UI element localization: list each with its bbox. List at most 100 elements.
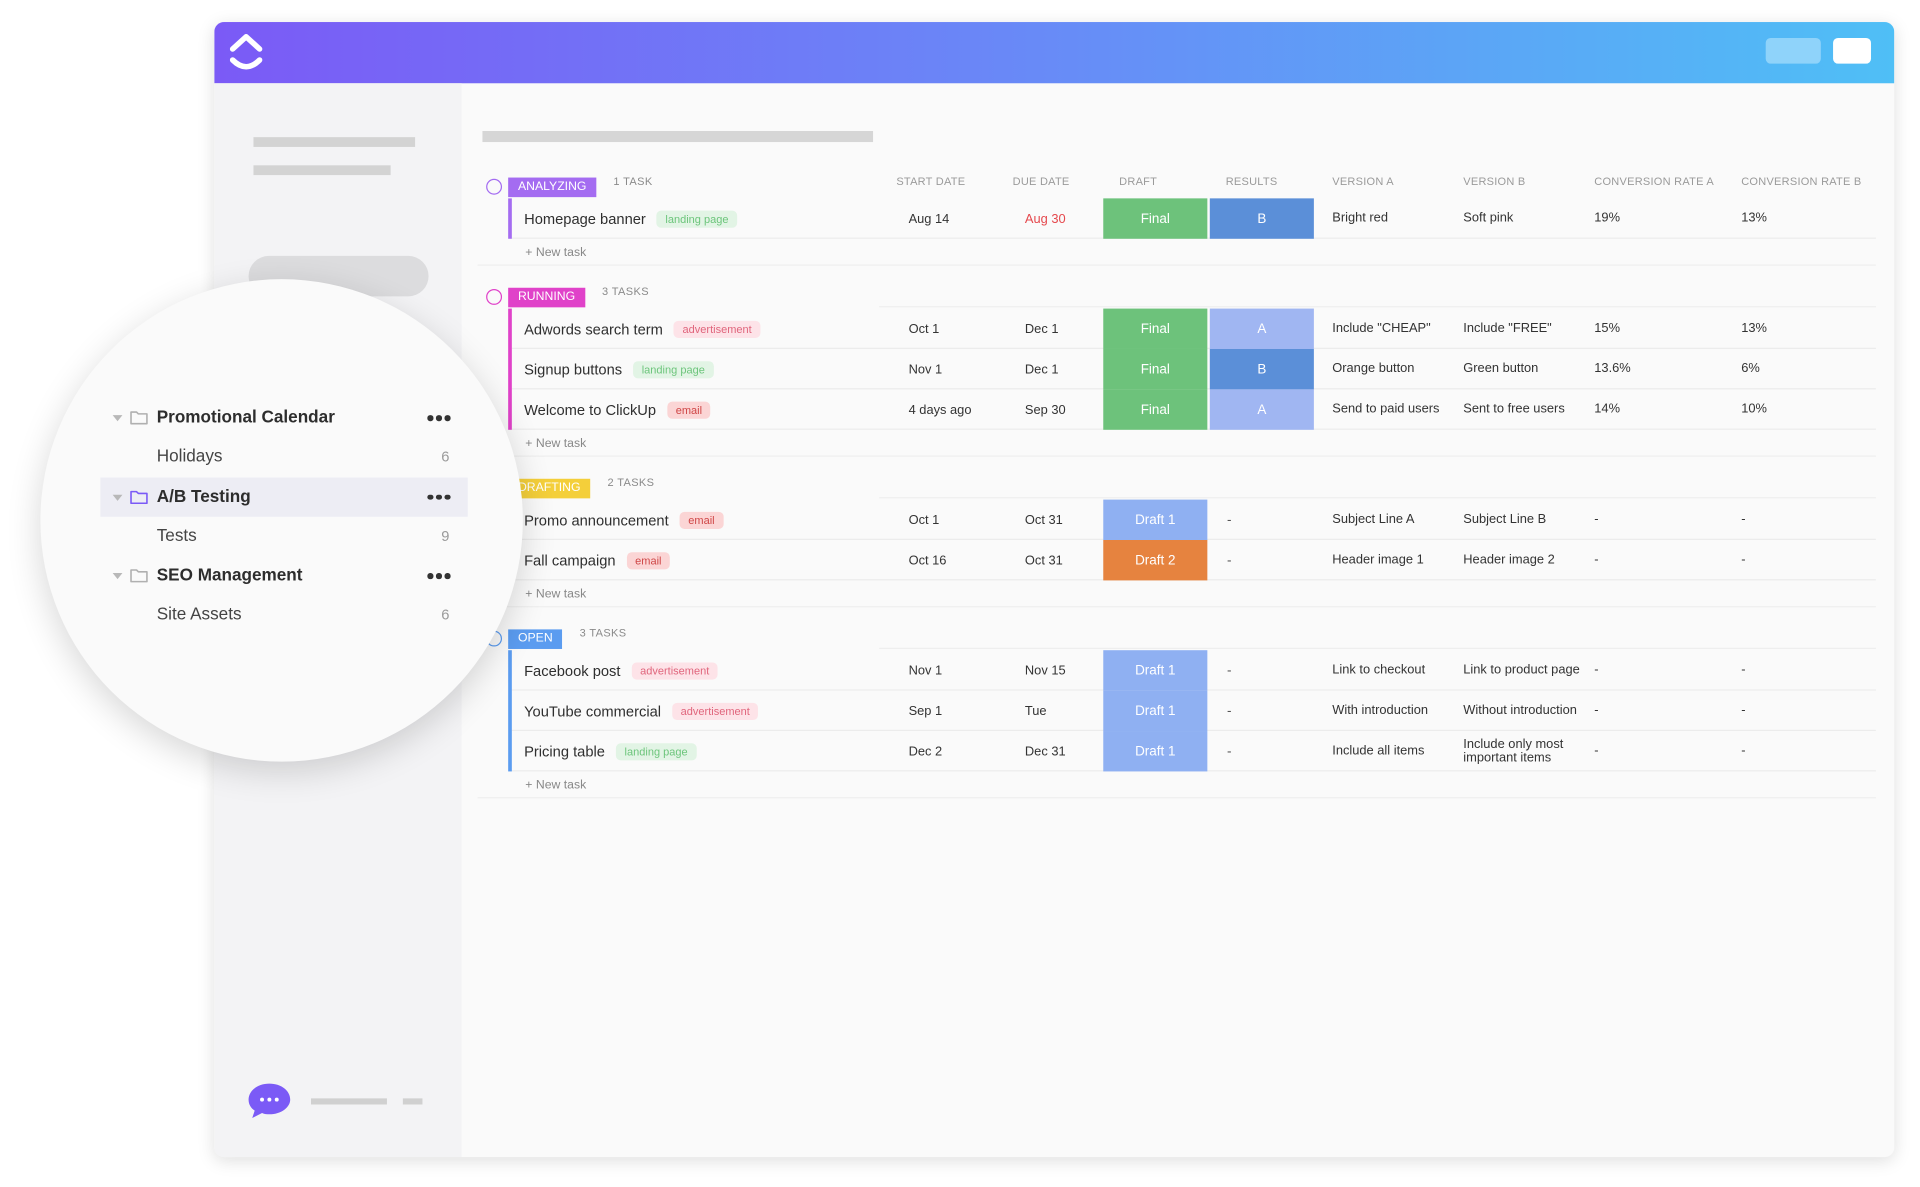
task-title[interactable]: Pricing table: [524, 742, 605, 760]
folder-name[interactable]: Promotional Calendar: [156, 406, 335, 427]
version-a: Include all items: [1332, 743, 1425, 759]
version-b: Subject Line B: [1463, 512, 1547, 527]
rate-a: 14%: [1594, 401, 1621, 417]
version-a: Include "CHEAP": [1332, 321, 1431, 336]
list-name[interactable]: Site Assets: [156, 603, 242, 624]
new-task[interactable]: + New task: [525, 587, 587, 602]
version-a: Send to paid users: [1332, 401, 1440, 417]
version-b: Include only most important items: [1463, 737, 1564, 765]
placeholder-bar: [311, 1098, 387, 1105]
dot: [444, 494, 451, 500]
draft-cell: Draft 2: [1103, 540, 1208, 581]
version-b: Sent to free users: [1463, 401, 1565, 417]
new-task[interactable]: + New task: [525, 437, 587, 451]
rate-a: -: [1594, 703, 1599, 718]
status-label: OPEN: [508, 629, 563, 649]
tag: email: [626, 551, 671, 569]
draft-cell: Draft 1: [1103, 690, 1208, 732]
task-title[interactable]: Facebook post: [524, 661, 621, 679]
version-a: With introduction: [1332, 703, 1429, 718]
draft-cell: Final: [1103, 198, 1208, 239]
task-title[interactable]: Welcome to ClickUp: [524, 401, 657, 419]
task-name: YouTube commercial advertisement: [524, 691, 759, 731]
collapse-icon[interactable]: [486, 288, 503, 305]
draft-cell: Draft 1: [1103, 650, 1208, 691]
dot: [435, 415, 442, 421]
active-highlight: [100, 476, 468, 517]
collapse-icon[interactable]: [486, 178, 503, 195]
dot: [444, 415, 451, 421]
start-date: Nov 1: [908, 361, 943, 377]
task-name: Facebook post advertisement: [524, 650, 718, 690]
list-count: 6: [441, 448, 450, 466]
version-b: Header image 2: [1463, 552, 1555, 568]
rate-a: -: [1594, 743, 1599, 759]
rate-b: -: [1741, 512, 1746, 527]
task-count: 1 TASK: [613, 175, 653, 188]
folder-name[interactable]: A/B Testing: [156, 485, 251, 506]
sidebar-zoom: Promotional Calendar Holidays 6 A/B Testing…: [40, 279, 523, 762]
task-name: Fall campaign email: [524, 540, 671, 580]
placeholder-bar: [253, 165, 391, 176]
version-a: Header image 1: [1332, 552, 1424, 568]
task-count: 2 TASKS: [607, 476, 655, 489]
rate-b: -: [1741, 552, 1746, 568]
tag: advertisement: [673, 320, 761, 338]
task-title[interactable]: Signup buttons: [524, 360, 623, 378]
start-date: Oct 1: [908, 321, 940, 337]
draft-cell: Draft 1: [1103, 731, 1208, 772]
top-bar: [214, 22, 1895, 84]
header-button[interactable]: [1833, 37, 1872, 64]
due-date: Dec 1: [1024, 361, 1059, 377]
draft-cell: Final: [1103, 348, 1208, 390]
more-menu[interactable]: [427, 494, 451, 500]
list-count: 6: [441, 606, 450, 624]
due-date: Oct 31: [1024, 552, 1063, 568]
tag: advertisement: [631, 661, 718, 679]
list-name[interactable]: Holidays: [156, 445, 223, 466]
divider: [879, 647, 1876, 649]
header-button[interactable]: [1765, 37, 1821, 64]
new-task[interactable]: + New task: [525, 246, 587, 260]
tag: landing page: [615, 742, 697, 760]
more-menu[interactable]: [427, 415, 451, 421]
task-name: Pricing table landing page: [524, 731, 697, 771]
rate-b: 10%: [1741, 401, 1767, 417]
start-date: Dec 2: [908, 743, 943, 759]
result-cell: -: [1226, 703, 1232, 719]
folder-name[interactable]: SEO Management: [156, 564, 303, 585]
result-cell: A: [1209, 389, 1314, 430]
expand-arrow[interactable]: [112, 415, 123, 422]
list-count: 9: [441, 527, 450, 545]
folder-icon: [130, 567, 148, 583]
due-date: Aug 30: [1024, 211, 1066, 226]
draft-cell: Draft 1: [1103, 499, 1208, 541]
column-header: START DATE: [896, 175, 966, 188]
status-bar: [508, 308, 512, 430]
result-cell: -: [1226, 743, 1232, 759]
result-cell: B: [1209, 198, 1314, 239]
list-name[interactable]: Tests: [156, 524, 197, 545]
task-title[interactable]: Homepage banner: [524, 210, 646, 228]
expand-arrow[interactable]: [112, 494, 123, 501]
new-task[interactable]: + New task: [525, 778, 587, 793]
logo: [229, 33, 263, 70]
task-title[interactable]: Fall campaign: [524, 551, 616, 569]
task-title[interactable]: Promo announcement: [524, 511, 669, 529]
task-title[interactable]: YouTube commercial: [524, 702, 662, 720]
column-header: RESULTS: [1225, 175, 1278, 188]
expand-arrow[interactable]: [112, 573, 123, 580]
dot: [435, 494, 442, 500]
placeholder-bar: [253, 137, 416, 147]
result-cell: B: [1209, 348, 1314, 390]
column-header: CONVERSION RATE A: [1594, 175, 1714, 188]
divider: [477, 606, 1876, 608]
column-header: DUE DATE: [1012, 175, 1070, 188]
draft-cell: Final: [1103, 389, 1208, 430]
rate-b: -: [1741, 703, 1746, 718]
more-menu[interactable]: [427, 573, 451, 579]
task-name: Homepage banner landing page: [524, 198, 738, 238]
due-date: Sep 30: [1024, 402, 1066, 417]
task-title[interactable]: Adwords search term: [524, 320, 663, 338]
chat-icon[interactable]: [247, 1081, 291, 1120]
